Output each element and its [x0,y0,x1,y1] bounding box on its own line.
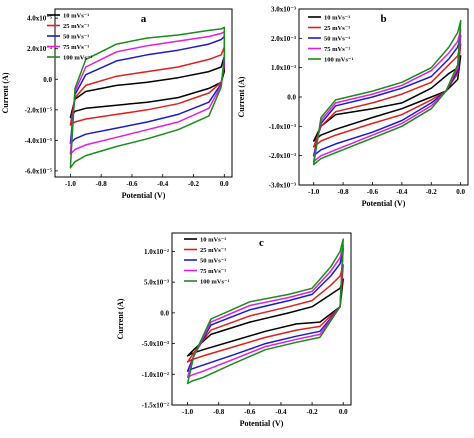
x-tick-label: 0.0 [339,408,348,416]
cv-curve [312,55,462,142]
x-tick-label: -0.8 [213,408,225,416]
y-tick-label: 0.0 [43,76,52,84]
x-axis-label: Potential (V) [362,199,406,208]
y-tick-label: -6.0x10⁻⁵ [25,167,52,175]
legend-label: 10 mVs⁻¹ [200,237,226,244]
legend-label: 10 mVs⁻¹ [324,15,350,22]
x-tick-label: 0.0 [220,180,229,188]
cv-curve [186,247,344,372]
y-tick-label: 1.0x10⁻³ [271,64,296,72]
legend-label: 100 mVs⁻¹ [324,57,353,64]
x-tick-label: -0.4 [275,408,287,416]
y-tick-label: 1.0x10⁻² [144,248,169,256]
y-tick-label: 0.0 [287,94,296,102]
cv-curve [69,46,226,126]
y-axis-label: Current (A) [116,298,125,339]
cv-curve [69,55,226,119]
y-tick-label: -2.0x10⁻³ [269,152,296,160]
cv-curve [69,31,226,155]
legend-label: 75 mVs⁻¹ [324,46,350,53]
x-tick-label: -0.6 [126,180,138,188]
x-tick-label: -0.8 [96,180,108,188]
legend-label: 25 mVs⁻¹ [200,247,226,254]
x-tick-label: -0.6 [367,188,379,196]
legend-label: 25 mVs⁻¹ [324,25,350,32]
panel-a: -1.0 -0.8 -0.6 -0.4 -0.2 0.0 4.0x10⁻⁵ 2.0x10⁻⁵ 0… [1,8,233,200]
x-axis-label: Potential (V) [122,191,166,200]
y-tick-label: -2.0x10⁻⁵ [25,106,52,114]
cv-curve [186,244,344,379]
y-axis-label: Current (A) [237,76,246,117]
cv-curve [69,26,226,169]
panel-b: -1.0 -0.8 -0.6 -0.4 -0.2 0.0 3.0x10⁻³ 2.0x10⁻³ 1… [237,6,469,208]
panel-c: -1.0 -0.8 -0.6 -0.4 -0.2 0.0 1.0x10⁻² 5.0x10⁻³ 0… [116,232,352,428]
cv-curve [186,264,344,363]
y-tick-label: 3.0x10⁻³ [271,6,296,14]
panel-label: b [380,13,386,25]
legend-label: 100 mVs⁻¹ [63,55,92,62]
y-tick-label: -1.0x10⁻³ [269,123,296,131]
y-axis-label: Current (A) [1,72,10,113]
legend-label: 10 mVs⁻¹ [63,13,89,20]
y-tick-label: -5.0x10⁻³ [142,340,169,348]
x-tick-label: 0.0 [456,188,465,196]
y-tick-label: 2.0x10⁻⁵ [27,45,52,53]
cv-curve [312,19,462,166]
plot-frame [54,8,233,178]
x-tick-label: -0.4 [157,180,169,188]
plot-frame [171,232,352,406]
x-tick-label: -0.2 [426,188,438,196]
x-tick-label: -0.2 [188,180,200,188]
legend-label: 100 mVs⁻¹ [200,279,229,286]
x-tick-label: -0.4 [396,188,408,196]
x-axis-label: Potential (V) [240,419,284,428]
y-tick-label: -1.5x10⁻² [142,402,169,410]
y-tick-label: -1.0x10⁻² [142,371,169,379]
legend-label: 75 mVs⁻¹ [63,44,89,51]
cv-curve [186,278,344,357]
y-tick-label: 0.0 [160,309,169,317]
legend-label: 75 mVs⁻¹ [200,268,226,275]
x-tick-label: -0.6 [244,408,256,416]
x-tick-label: -0.8 [338,188,350,196]
y-tick-label: -3.0x10⁻³ [269,182,296,190]
x-tick-label: -1.0 [308,188,320,196]
legend-label: 25 mVs⁻¹ [63,23,89,30]
panel-label: c [259,237,264,249]
x-tick-label: -0.2 [307,408,319,416]
legend-label: 50 mVs⁻¹ [324,36,350,43]
panel-label: a [141,13,147,25]
legend-label: 50 mVs⁻¹ [200,258,226,265]
y-tick-label: 5.0x10⁻³ [144,279,169,287]
y-tick-label: 4.0x10⁻⁵ [27,15,52,23]
cv-curve [186,238,344,385]
x-tick-label: -1.0 [65,180,77,188]
x-tick-label: -1.0 [182,408,194,416]
y-tick-label: 2.0x10⁻³ [271,35,296,43]
legend-label: 50 mVs⁻¹ [63,34,89,41]
y-tick-label: -4.0x10⁻⁵ [25,137,52,145]
